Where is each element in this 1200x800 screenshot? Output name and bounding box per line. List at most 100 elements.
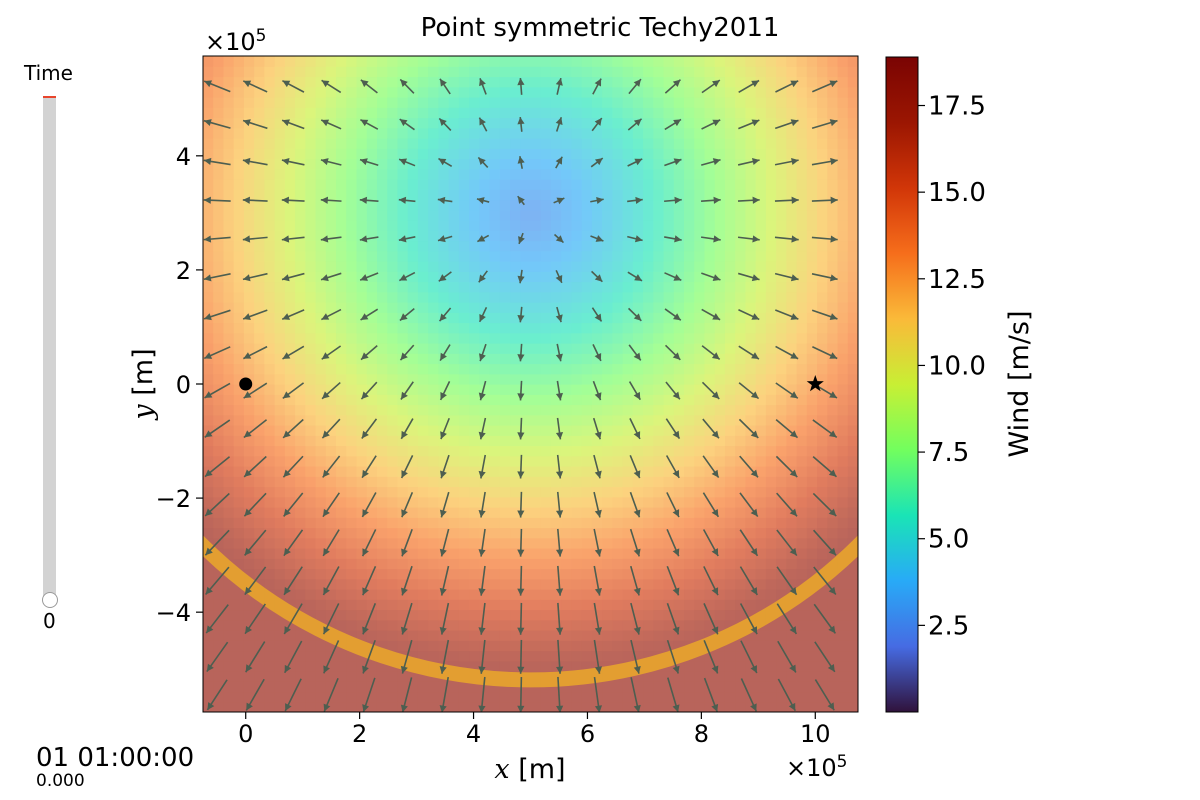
heatmap-cell <box>632 609 644 621</box>
heatmap-cell <box>622 220 634 231</box>
heatmap-cell <box>735 609 747 621</box>
heatmap-cell <box>550 609 562 621</box>
heatmap-cell <box>203 56 214 67</box>
heatmap-cell <box>622 640 634 652</box>
heatmap-cell <box>776 681 787 693</box>
heatmap-cell <box>714 507 726 518</box>
heatmap-cell <box>376 271 388 283</box>
heatmap-cell <box>336 343 347 354</box>
heatmap-cell <box>274 261 286 272</box>
heatmap-cell <box>724 261 736 272</box>
heatmap-cell <box>837 343 849 354</box>
heatmap-cell <box>540 455 552 467</box>
time-slider-handle[interactable] <box>42 592 58 608</box>
heatmap-cell <box>397 138 409 149</box>
heatmap-cell <box>295 97 306 108</box>
heatmap-cell <box>540 291 552 303</box>
heatmap-cell <box>561 681 573 693</box>
heatmap-cell <box>786 630 798 641</box>
heatmap-cell <box>284 261 296 272</box>
heatmap-cell <box>643 507 654 518</box>
heatmap-cell <box>765 486 777 498</box>
heatmap-cell <box>806 261 818 272</box>
wind-arrow <box>321 79 342 94</box>
heatmap-cell <box>346 271 358 283</box>
heatmap-cell <box>622 209 634 221</box>
heatmap-cell <box>806 312 818 324</box>
heatmap-cell <box>213 250 225 262</box>
heatmap-cell <box>581 701 593 712</box>
heatmap-cell <box>663 404 675 416</box>
heatmap-cell <box>765 271 777 283</box>
heatmap-cell <box>325 619 337 631</box>
heatmap-cell <box>284 343 296 354</box>
heatmap-cell <box>776 179 787 190</box>
wind-arrow <box>739 566 758 596</box>
heatmap-cell <box>694 476 706 488</box>
wind-arrow <box>593 491 602 518</box>
heatmap-cell <box>254 363 265 375</box>
heatmap-cell <box>233 466 245 477</box>
heatmap-cell <box>366 107 378 119</box>
heatmap-cell <box>305 250 317 262</box>
heatmap-cell <box>724 578 736 590</box>
heatmap-cell <box>622 322 634 334</box>
heatmap-cell <box>806 414 818 426</box>
heatmap-cell <box>786 148 798 160</box>
heatmap-cell <box>591 56 603 67</box>
heatmap-cell <box>550 76 562 88</box>
heatmap-cell <box>438 302 450 313</box>
heatmap-cell <box>735 271 747 283</box>
heatmap-cell <box>694 589 706 600</box>
wind-arrow <box>701 272 721 281</box>
heatmap-cell <box>284 209 296 221</box>
heatmap-cell <box>213 394 225 406</box>
time-slider-track[interactable] <box>43 96 56 600</box>
heatmap-cell <box>417 66 429 78</box>
heatmap-cell <box>806 445 818 457</box>
y-offset-base: ×10 <box>205 28 256 56</box>
heatmap-cell <box>694 312 706 324</box>
heatmap-cell <box>325 384 337 395</box>
heatmap-cell <box>469 66 480 78</box>
heatmap-cell <box>817 558 828 570</box>
heatmap-cell <box>735 435 747 447</box>
heatmap-cell <box>704 312 716 324</box>
heatmap-cell <box>632 476 644 488</box>
heatmap-cell <box>817 312 828 324</box>
heatmap-cell <box>847 496 858 508</box>
heatmap-cell <box>407 507 419 518</box>
heatmap-cell <box>591 496 603 508</box>
heatmap-cell <box>387 630 399 641</box>
heatmap-cell <box>806 404 818 416</box>
heatmap-cell <box>264 199 276 211</box>
heatmap-cell <box>243 220 255 231</box>
wind-arrow <box>629 565 641 596</box>
heatmap-cell <box>817 66 828 78</box>
heatmap-cell <box>817 148 828 160</box>
heatmap-cell <box>469 86 480 98</box>
heatmap-cell <box>837 168 849 180</box>
heatmap-cell <box>376 455 388 467</box>
heatmap-cell <box>346 56 358 67</box>
heatmap-cell <box>315 291 327 303</box>
heatmap-cell <box>366 117 378 129</box>
heatmap-cell <box>428 189 439 201</box>
heatmap-cell <box>735 507 747 518</box>
heatmap-cell <box>632 384 644 395</box>
heatmap-cell <box>499 384 511 395</box>
heatmap-cell <box>776 496 787 508</box>
heatmap-cell <box>479 230 491 242</box>
heatmap-cell <box>704 168 716 180</box>
heatmap-cell <box>397 578 409 590</box>
heatmap-cell <box>806 476 818 488</box>
heatmap-cell <box>489 220 501 231</box>
heatmap-cell <box>530 353 542 365</box>
heatmap-cell <box>827 589 839 600</box>
heatmap-cell <box>837 291 849 303</box>
heatmap-cell <box>315 486 327 498</box>
x-offset-base: ×10 <box>786 754 837 782</box>
heatmap-cell <box>499 179 511 190</box>
heatmap-cell <box>479 220 491 231</box>
heatmap-cell <box>847 363 858 375</box>
